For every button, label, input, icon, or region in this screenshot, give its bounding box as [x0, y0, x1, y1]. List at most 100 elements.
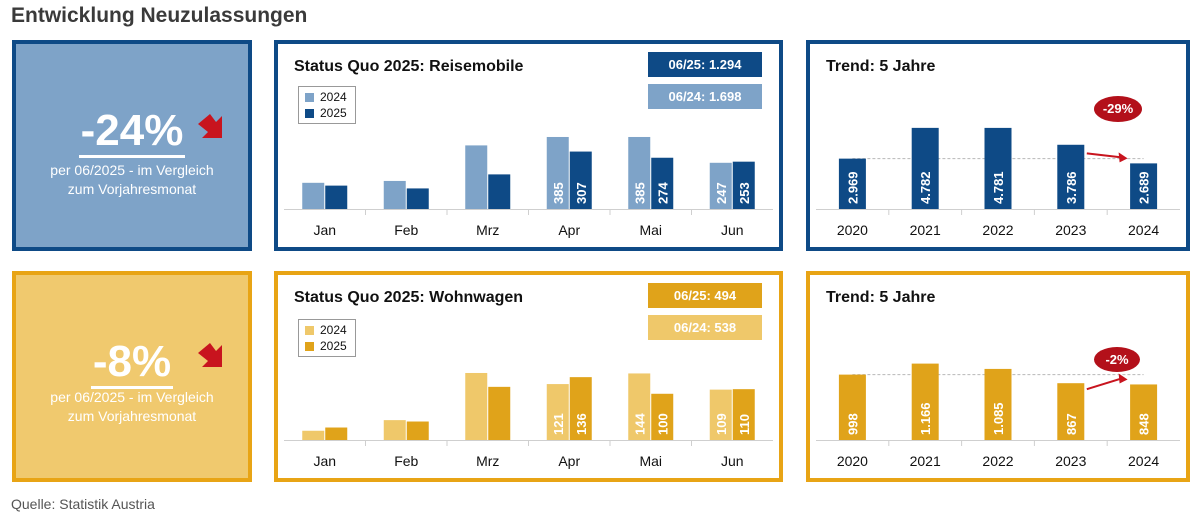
bar-Mai-2025 [651, 157, 674, 209]
data-label-Mai-2025: 274 [655, 182, 670, 204]
x-tick-label: Feb [394, 453, 418, 469]
source-note: Quelle: Statistik Austria [11, 496, 155, 512]
kpi-description-line1: per 06/2025 - im Vergleich [50, 162, 214, 178]
bar-2020 [838, 158, 866, 209]
bar-Mai-2024 [628, 136, 651, 209]
x-tick-label: Jun [721, 453, 744, 469]
trend-change-badge: -2% [1094, 347, 1140, 372]
bar-Mrz-2024 [465, 145, 488, 209]
trend-title: Trend: 5 Jahre [826, 289, 936, 306]
data-label-2020: 2.969 [845, 171, 860, 204]
badge-2024: 06/24: 538 [648, 315, 762, 340]
page-title: Entwicklung Neuzulassungen [11, 4, 308, 27]
bar-Jun-2025 [732, 389, 755, 440]
trend-panel-wohnwagen: Trend: 5 Jahre 998 2020 1.166 2021 1.085 2022… [806, 271, 1190, 482]
data-label-2020: 998 [845, 413, 860, 435]
status-panel-reisemobile: Status Quo 2025: Reisemobile 06/25: 1.29… [274, 40, 783, 251]
kpi-percent: -8% [16, 337, 248, 389]
x-tick-label: Mai [639, 222, 662, 238]
trend-title: Trend: 5 Jahre [826, 58, 936, 75]
x-tick-label: 2021 [910, 222, 941, 238]
x-tick-label: 2024 [1128, 453, 1159, 469]
data-label-Jun-2024: 247 [714, 182, 729, 204]
bar-2024 [1130, 384, 1158, 440]
bar-Jan-2025 [325, 427, 348, 440]
x-tick-label: 2020 [837, 222, 868, 238]
bar-Jan-2024 [302, 430, 325, 440]
x-tick-label: Mrz [476, 222, 499, 238]
badge-2025: 06/25: 1.294 [648, 52, 762, 77]
down-arrow-icon [198, 343, 222, 367]
x-tick-label: 2022 [982, 453, 1013, 469]
chart-legend: 2024 2025 [298, 319, 356, 357]
monthly-bar-chart-wohnwagen: Jan Feb Mrz 121 136 Apr 144 100 Mai 109 110 Jun [284, 372, 773, 469]
status-title: Status Quo 2025: Reisemobile [294, 58, 524, 75]
bar-Apr-2025 [569, 151, 592, 209]
legend-item-2024: 2024 [305, 322, 347, 338]
trend-arrowhead-icon [1118, 152, 1128, 163]
bar-Mrz-2025 [488, 174, 511, 209]
data-label-2022: 4.781 [991, 171, 1006, 204]
badge-2025: 06/25: 494 [648, 283, 762, 308]
bar-2022 [984, 127, 1012, 209]
kpi-description-line1: per 06/2025 - im Vergleich [50, 389, 214, 405]
x-tick-label: Mrz [476, 453, 499, 469]
data-label-2021: 4.782 [918, 171, 933, 204]
data-label-Jun-2025: 110 [737, 414, 752, 435]
bar-2024 [1130, 163, 1158, 209]
legend-item-2025: 2025 [305, 338, 347, 354]
data-label-2021: 1.166 [918, 402, 933, 435]
bar-Apr-2024 [546, 384, 569, 440]
legend-item-2025: 2025 [305, 105, 347, 121]
x-tick-label: Jun [721, 222, 744, 238]
data-label-Apr-2025: 307 [574, 182, 589, 204]
trend-panel-reisemobile: Trend: 5 Jahre 2.969 2020 4.782 2021 4.781 20… [806, 40, 1190, 251]
kpi-description-line2: zum Vorjahresmonat [67, 181, 197, 197]
x-tick-label: Feb [394, 222, 418, 238]
bar-Feb-2024 [383, 180, 406, 209]
data-label-Mai-2024: 385 [632, 182, 647, 204]
bar-Jun-2025 [732, 161, 755, 209]
trend-arrowhead-icon [1118, 373, 1128, 384]
trend-bar-chart-wohnwagen: 998 2020 1.166 2021 1.085 2022 867 2023 848 2024 [816, 363, 1180, 469]
down-arrow-icon [198, 114, 222, 138]
kpi-description-line2: zum Vorjahresmonat [67, 408, 197, 424]
badge-2024: 06/24: 1.698 [648, 84, 762, 109]
bar-Mrz-2025 [488, 386, 511, 440]
status-title: Status Quo 2025: Wohnwagen [294, 289, 524, 306]
x-tick-label: 2023 [1055, 453, 1086, 469]
bar-Mai-2024 [628, 373, 651, 440]
kpi-percent: -24% [16, 106, 248, 158]
data-label-Mai-2024: 144 [632, 413, 647, 435]
x-tick-label: 2020 [837, 453, 868, 469]
data-label-Mai-2025: 100 [655, 413, 670, 435]
data-label-2024: 848 [1137, 413, 1152, 435]
trend-bar-chart-reisemobile: 2.969 2020 4.782 2021 4.781 2022 3.786 2023 2.68… [816, 127, 1180, 238]
kpi-panel-wohnwagen: -8% per 06/2025 - im Vergleich zum Vorja… [12, 271, 252, 482]
data-label-Apr-2024: 121 [551, 413, 566, 435]
trend-change-badge: -29% [1094, 96, 1142, 122]
x-tick-label: Jan [313, 222, 336, 238]
bar-2022 [984, 368, 1012, 440]
trend-arrow-icon [1086, 377, 1122, 391]
data-label-2022: 1.085 [991, 402, 1006, 435]
data-label-Apr-2025: 136 [574, 413, 589, 435]
chart-legend: 2024 2025 [298, 86, 356, 124]
x-tick-label: Jan [313, 453, 336, 469]
bar-Mrz-2024 [465, 372, 488, 440]
legend-item-2024: 2024 [305, 89, 347, 105]
bar-Apr-2024 [546, 136, 569, 209]
data-label-Apr-2024: 385 [551, 182, 566, 204]
bar-Feb-2025 [406, 188, 429, 209]
bar-Jan-2024 [302, 182, 325, 209]
x-tick-label: 2024 [1128, 222, 1159, 238]
bar-Jan-2025 [325, 185, 348, 209]
data-label-Jun-2025: 253 [737, 182, 752, 204]
x-tick-label: Apr [558, 222, 580, 238]
x-tick-label: Mai [639, 453, 662, 469]
kpi-panel-reisemobile: -24% per 06/2025 - im Vergleich zum Vorj… [12, 40, 252, 251]
bar-2023 [1057, 383, 1085, 440]
trend-arrow-icon [1086, 152, 1122, 159]
bar-Feb-2024 [383, 420, 406, 440]
bar-Jun-2024 [709, 162, 732, 209]
